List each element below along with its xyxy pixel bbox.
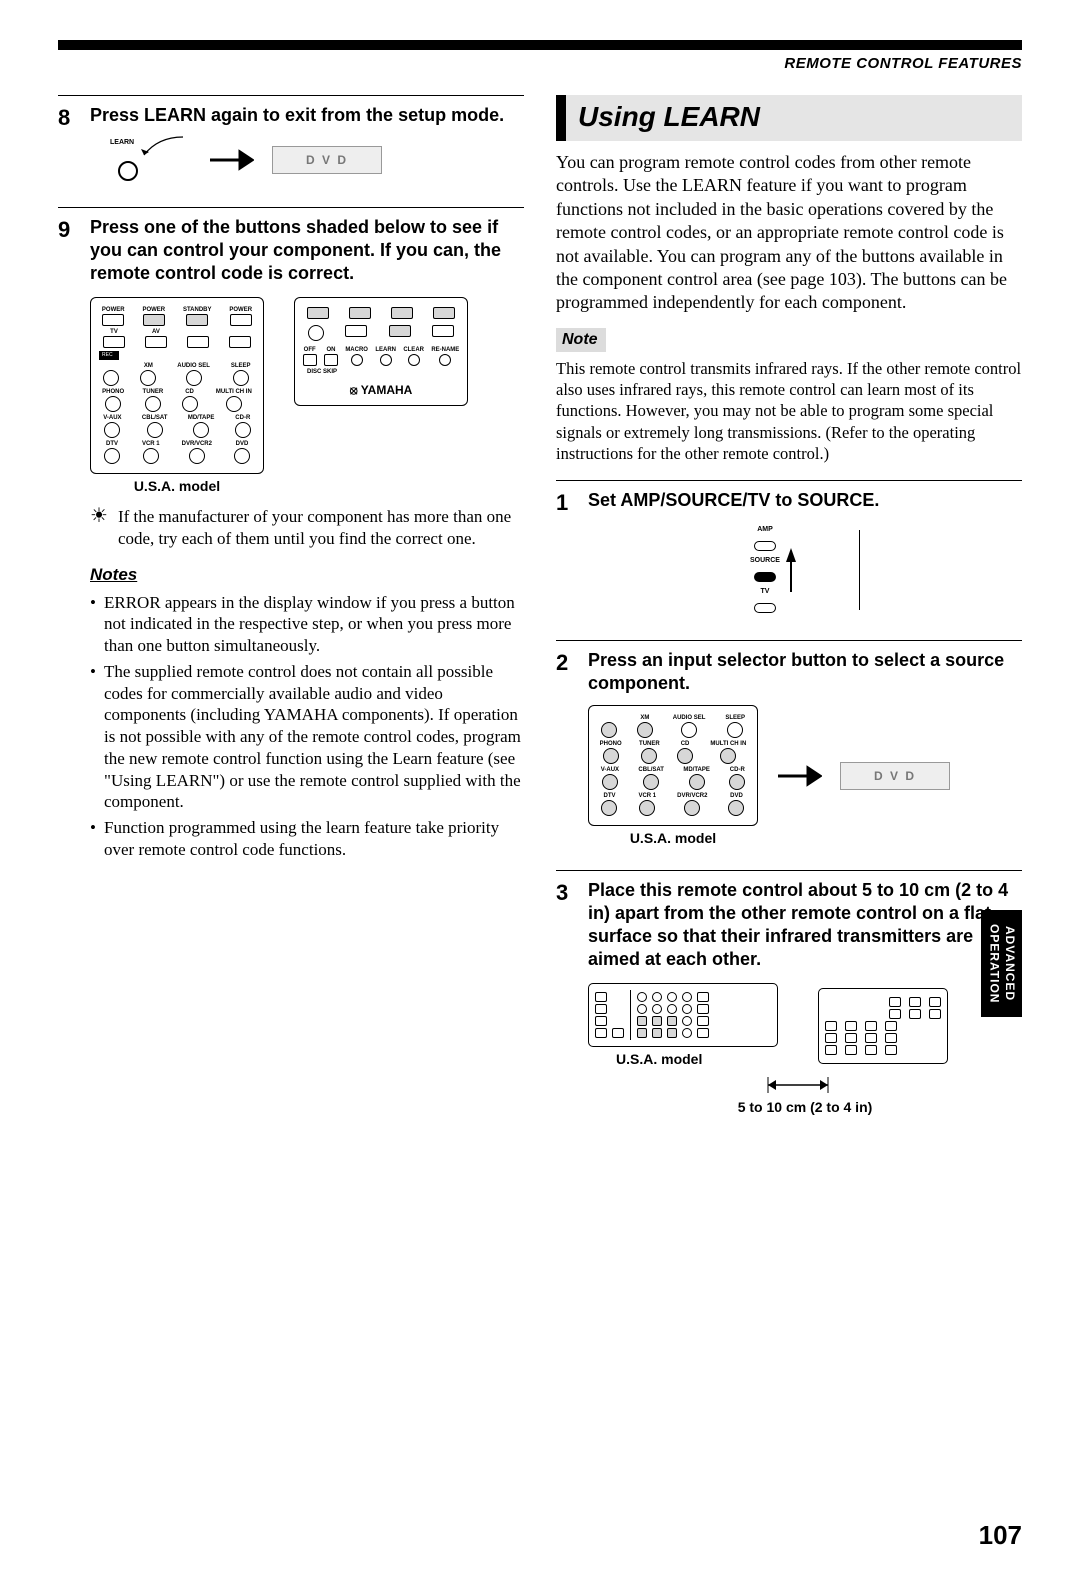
right-column: Using LEARN You can program remote contr… xyxy=(556,95,1022,1139)
step-3-figure: U.S.A. model xyxy=(588,983,1022,1117)
up-arrow-icon xyxy=(786,548,796,562)
step-2: 2 Press an input selector button to sele… xyxy=(556,640,1022,854)
yamaha-brand-label: ⦻ YAMAHA xyxy=(301,383,461,398)
arrow-right-icon xyxy=(776,764,822,788)
tip: ☀ If the manufacturer of your component … xyxy=(90,506,524,550)
note-item: The supplied remote control does not con… xyxy=(90,661,524,813)
note-text: This remote control transmits infrared r… xyxy=(556,358,1022,464)
tip-text: If the manufacturer of your component ha… xyxy=(118,506,524,550)
remote-laying-b xyxy=(818,988,948,1064)
remote-laying-caption: U.S.A. model xyxy=(616,1051,778,1069)
remote-diagram-a: POWER POWER STANDBY POWER TV AV xyxy=(90,297,264,495)
distance-arrows-icon xyxy=(618,1073,978,1097)
tip-icon: ☀ xyxy=(90,506,108,526)
step-1: 1 Set AMP/SOURCE/TV to SOURCE. AMP SOURC… xyxy=(556,480,1022,624)
step-3-num: 3 xyxy=(556,879,574,1123)
note-item: Function programmed using the learn feat… xyxy=(90,817,524,861)
learn-button-icon: LEARN xyxy=(90,135,190,185)
step-3-title: Place this remote control about 5 to 10 … xyxy=(588,879,1022,971)
step-2-num: 2 xyxy=(556,649,574,854)
remote-diagram-c: XM AUDIO SEL SLEEP PHONO TUNER CD MULTI … xyxy=(588,705,758,826)
note-label: Note xyxy=(556,328,606,352)
step-9-figure: POWER POWER STANDBY POWER TV AV xyxy=(90,297,524,495)
note-item: ERROR appears in the display window if y… xyxy=(90,592,524,657)
section-title: Using LEARN xyxy=(556,95,1022,141)
side-tab-line2: OPERATION xyxy=(987,924,1001,1003)
page-number: 107 xyxy=(58,1519,1022,1552)
remote-a-caption: U.S.A. model xyxy=(90,478,264,496)
display-window: D V D xyxy=(840,762,950,790)
step-2-figure: XM AUDIO SEL SLEEP PHONO TUNER CD MULTI … xyxy=(588,705,1022,848)
remote-diagram-b: OFF ON MACRO LEARN CLEAR RE-NAME DISC SK… xyxy=(294,297,468,405)
display-window: D V D xyxy=(272,146,382,174)
step-9-title: Press one of the buttons shaded below to… xyxy=(90,216,524,285)
step-1-figure: AMP SOURCE TV xyxy=(588,522,1022,618)
step-3: 3 Place this remote control about 5 to 1… xyxy=(556,870,1022,1123)
notes-heading: Notes xyxy=(90,564,524,586)
step-8-title: Press LEARN again to exit from the setup… xyxy=(90,104,524,127)
remote-laying-a xyxy=(588,983,778,1047)
step-9-num: 9 xyxy=(58,216,76,864)
arrow-right-icon xyxy=(208,148,254,172)
step-8-num: 8 xyxy=(58,104,76,191)
distance-label: 5 to 10 cm (2 to 4 in) xyxy=(588,1099,1022,1117)
note-block: Note This remote control transmits infra… xyxy=(556,327,1022,464)
step-8: 8 Press LEARN again to exit from the set… xyxy=(58,95,524,191)
side-tab: ADVANCED OPERATION xyxy=(981,910,1022,1017)
step-8-figure: LEARN D V D xyxy=(90,135,524,185)
remote-c-caption: U.S.A. model xyxy=(588,830,758,848)
step-9: 9 Press one of the buttons shaded below … xyxy=(58,207,524,864)
intro-text: You can program remote control codes fro… xyxy=(556,151,1022,315)
notes-list: ERROR appears in the display window if y… xyxy=(90,592,524,861)
step-2-title: Press an input selector button to select… xyxy=(588,649,1022,695)
left-column: 8 Press LEARN again to exit from the set… xyxy=(58,95,524,1139)
side-tab-line1: ADVANCED xyxy=(1003,926,1017,1001)
step-1-num: 1 xyxy=(556,489,574,624)
top-rule xyxy=(58,40,1022,50)
step-1-title: Set AMP/SOURCE/TV to SOURCE. xyxy=(588,489,1022,512)
header-section-label: REMOTE CONTROL FEATURES xyxy=(58,54,1022,73)
